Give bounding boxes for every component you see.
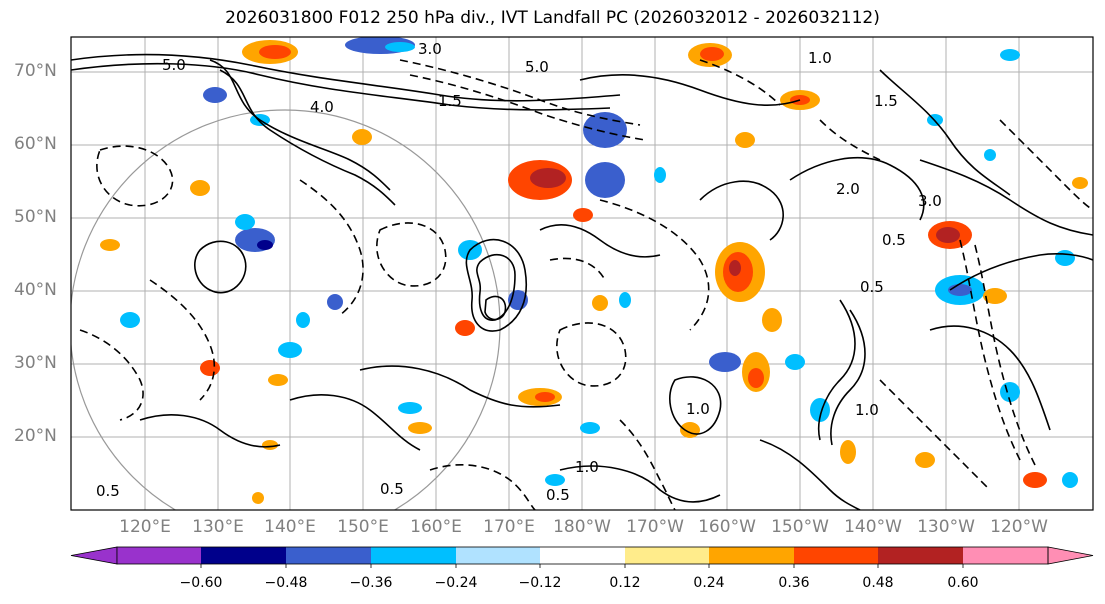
contour-label: 2.0 (836, 180, 860, 198)
lon-label: 120°W (990, 517, 1048, 537)
lat-label: 70°N (14, 61, 57, 81)
colorbar-tick: −0.60 (179, 575, 223, 591)
lon-label: 160°W (698, 517, 756, 537)
contour-label: 4.0 (310, 98, 334, 116)
colorbar-segment (709, 547, 794, 564)
convergence-contours (79, 59, 1093, 510)
colorbar-segment (540, 547, 625, 564)
figure-title: 2026031800 F012 250 hPa div., IVT Landfa… (225, 8, 880, 28)
contour-label: 1.0 (575, 458, 599, 476)
contour-label: 5.0 (162, 56, 186, 74)
map-frame (70, 36, 1094, 511)
lon-label: 170°E (483, 517, 535, 537)
lat-label: 60°N (14, 134, 57, 154)
colorbar-tick: 0.36 (778, 575, 810, 591)
colorbar-tick: −0.36 (349, 575, 393, 591)
colorbar-segment (963, 547, 1048, 564)
contour-label: 5.0 (525, 58, 549, 76)
contour-label: 1.5 (874, 92, 898, 110)
colorbar-segment (201, 547, 286, 564)
lon-label: 140°W (844, 517, 902, 537)
colorbar-tick: 0.60 (947, 575, 979, 591)
lon-label: 160°E (410, 517, 462, 537)
contour-labels: 3.0 5.0 5.0 4.0 1.0 1.5 3.0 2.0 0.5 0.5 … (96, 40, 942, 504)
lon-label: 120°E (119, 517, 171, 537)
lat-label: 50°N (14, 207, 57, 227)
lon-label: 150°W (771, 517, 829, 537)
colorbar-segment (117, 547, 201, 564)
lon-label: 180°W (553, 517, 611, 537)
colorbar-segment (286, 547, 371, 564)
colorbar-segment (456, 547, 540, 564)
contour-label: 3.0 (918, 192, 942, 210)
contour-label: 0.5 (860, 278, 884, 296)
lon-label: 170°W (626, 517, 684, 537)
colorbar-tick: 0.24 (693, 575, 725, 591)
colorbar-extend-min (70, 546, 118, 565)
contour-label: 1.0 (855, 401, 879, 419)
contour-label: 0.5 (380, 480, 404, 498)
lon-label: 150°E (337, 517, 389, 537)
contour-label: 1.0 (686, 400, 710, 418)
contour-label: 0.5 (546, 486, 570, 504)
colorbar-tick: 0.12 (609, 575, 641, 591)
colorbar-segment (625, 547, 709, 564)
colorbar-tick: −0.12 (518, 575, 562, 591)
lat-label: 30°N (14, 353, 57, 373)
colorbar-segment (371, 547, 456, 564)
colorbar-tick: 0.48 (862, 575, 894, 591)
colorbar-segment (794, 547, 878, 564)
range-circle (71, 109, 501, 510)
colorbar (70, 546, 1094, 568)
contour-label: 1.5 (438, 92, 462, 110)
contour-label: 0.5 (96, 482, 120, 500)
lat-label: 20°N (14, 426, 57, 446)
colorbar-tick: −0.48 (264, 575, 308, 591)
lon-label: 140°E (264, 517, 316, 537)
colorbar-segment (878, 547, 963, 564)
lon-label: 130°E (192, 517, 244, 537)
contour-label: 3.0 (418, 40, 442, 58)
contour-label: 1.0 (808, 49, 832, 67)
lon-label: 130°W (917, 517, 975, 537)
contour-label: 0.5 (882, 231, 906, 249)
lat-label: 40°N (14, 280, 57, 300)
colorbar-extend-max (1047, 546, 1094, 565)
colorbar-outline (116, 546, 1049, 565)
colorbar-tick: −0.24 (434, 575, 478, 591)
